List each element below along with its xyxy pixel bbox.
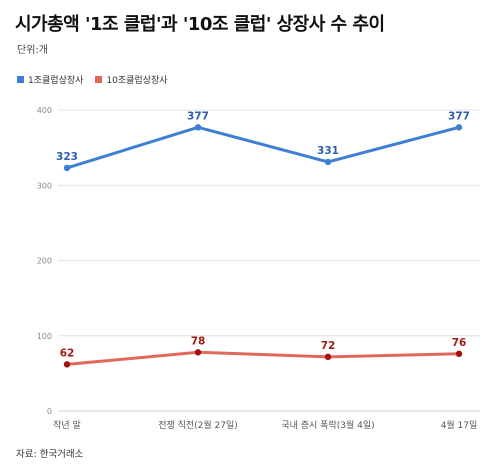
data-label: 377 [187,110,209,122]
legend-item-series-1: 1조클럽상장사 [17,73,83,86]
chart-title: 시가총액 '1조 클럽'과 '10조 클럽' 상장사 수 추이 [15,14,385,35]
data-point [324,158,332,166]
unit-label: 단위:개 [17,45,48,56]
data-point [455,350,463,358]
data-label: 323 [56,151,78,163]
data-label: 76 [452,337,467,349]
data-point [63,164,71,172]
series-line-1 [65,125,461,170]
data-point [324,353,332,361]
x-tick-label: 4월 17일 [441,419,478,431]
data-point [194,349,202,356]
data-point [63,361,71,368]
x-tick-label: 작년 말 [53,419,81,431]
legend-label-series-1: 1조클럽상장사 [28,76,84,86]
legend-label-series-2: 10조클럽상장사 [106,76,168,86]
legend-swatch-series-1 [17,76,24,83]
y-tick-label: 300 [37,181,52,190]
y-tick-label: 200 [37,257,52,266]
data-label: 72 [321,340,336,352]
data-label: 62 [60,347,75,359]
x-tick-label: 전쟁 직전(2월 27일) [158,419,238,431]
source-note: 자료: 한국거래소 [16,449,84,460]
legend-swatch-series-2 [95,76,103,83]
data-label: 78 [191,335,206,347]
legend-item-series-2: 10조클럽상장사 [95,73,168,86]
data-point [455,124,463,131]
legend: 1조클럽상장사 10조클럽상장사 [17,73,180,86]
data-point [194,124,202,131]
y-tick-label: 0 [47,407,52,416]
y-tick-label: 100 [37,332,52,341]
x-tick-label: 국내 증시 폭락(3월 4일) [281,419,374,431]
data-label: 331 [317,145,339,157]
y-tick-label: 400 [37,106,52,115]
series-line-2 [65,350,461,366]
data-label: 377 [448,110,470,122]
